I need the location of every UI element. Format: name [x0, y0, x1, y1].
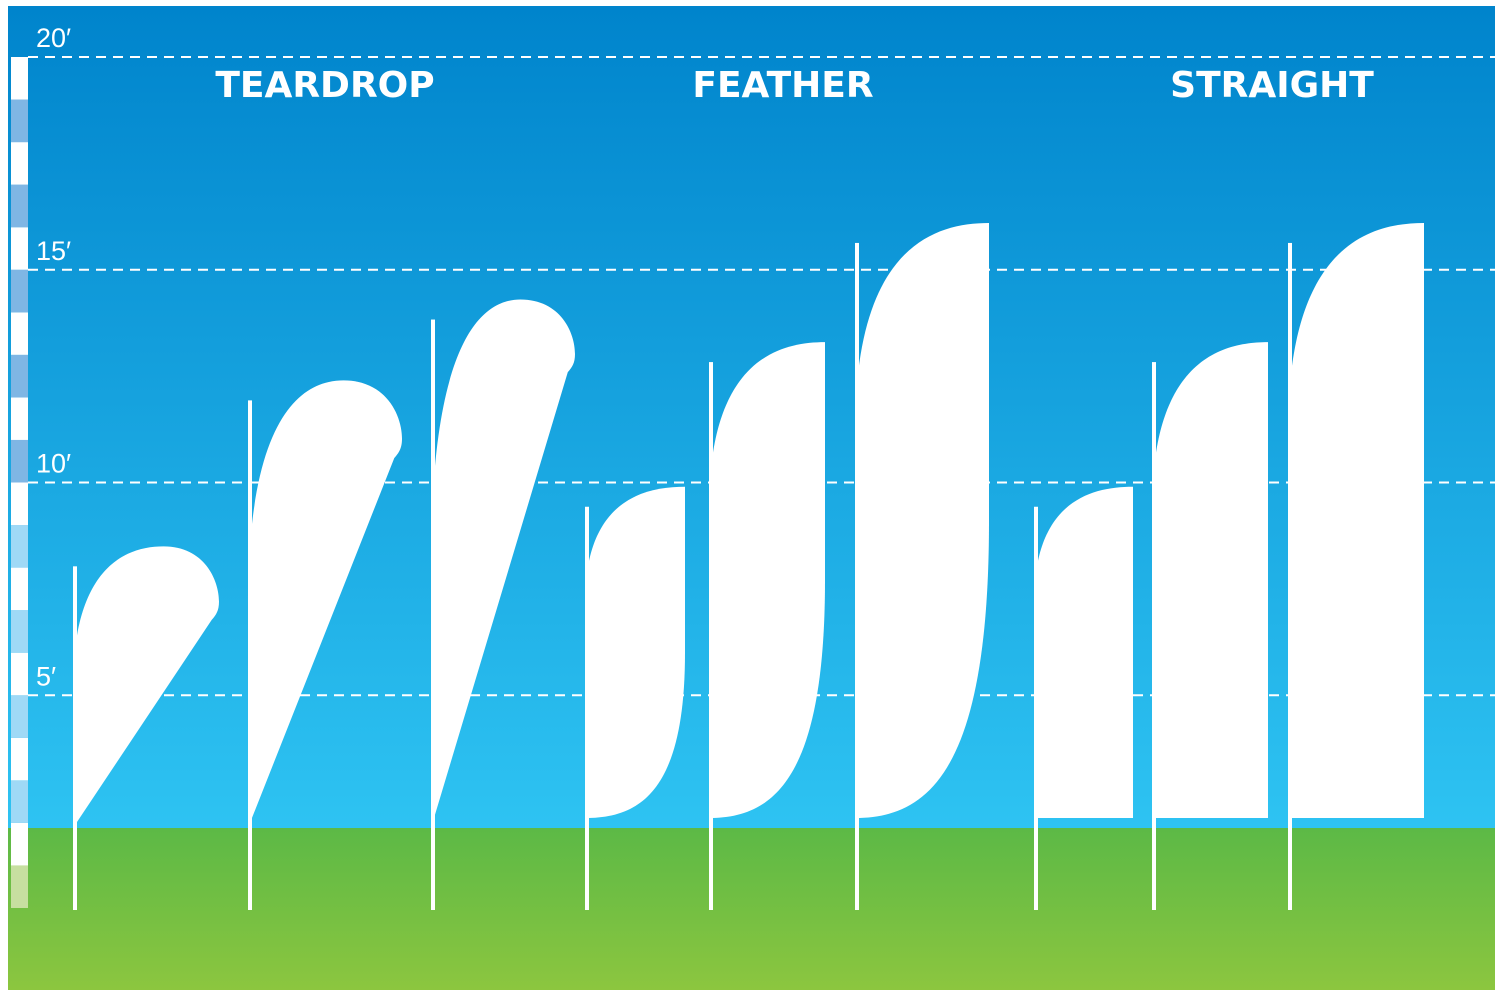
ruler-segment — [11, 652, 28, 696]
height-label: 20′ — [36, 23, 71, 53]
height-ruler — [11, 57, 28, 908]
category-label-feather: FEATHER — [692, 65, 873, 106]
flag-feather — [709, 342, 825, 818]
ruler-segment — [11, 269, 28, 313]
ruler-segment — [11, 780, 28, 823]
flag-straight — [1034, 486, 1133, 818]
ruler-segment — [11, 99, 28, 143]
ruler-segment — [11, 184, 28, 228]
ruler-segment — [11, 227, 28, 270]
flag-straight — [1288, 222, 1424, 818]
ruler-segment — [11, 610, 28, 653]
flag-group — [73, 222, 1424, 911]
category-label-teardrop: TEARDROP — [215, 65, 434, 106]
flag-feather — [585, 486, 685, 818]
ruler-segment — [11, 482, 28, 526]
ruler-segment — [11, 312, 28, 355]
ruler-segment — [11, 354, 28, 398]
ruler-segment — [11, 142, 28, 185]
flag-teardrop — [73, 546, 219, 828]
flag-teardrop — [248, 380, 402, 828]
flag-feather — [855, 222, 989, 818]
flag-teardrop — [431, 299, 575, 828]
height-label: 5′ — [36, 661, 56, 691]
ruler-segment — [11, 695, 28, 738]
height-label: 15′ — [36, 236, 71, 266]
ruler-segment — [11, 439, 28, 483]
grass-ground — [8, 828, 1495, 990]
ruler-segment — [11, 525, 28, 568]
ruler-segment — [11, 397, 28, 440]
ruler-segment — [11, 567, 28, 611]
ruler-segment — [11, 865, 28, 908]
ruler-segment — [11, 57, 28, 100]
flag-straight — [1152, 342, 1268, 818]
height-label: 10′ — [36, 449, 71, 479]
ruler-segment — [11, 737, 28, 781]
ruler-segment — [11, 822, 28, 866]
category-label-straight: STRAIGHT — [1170, 65, 1374, 106]
